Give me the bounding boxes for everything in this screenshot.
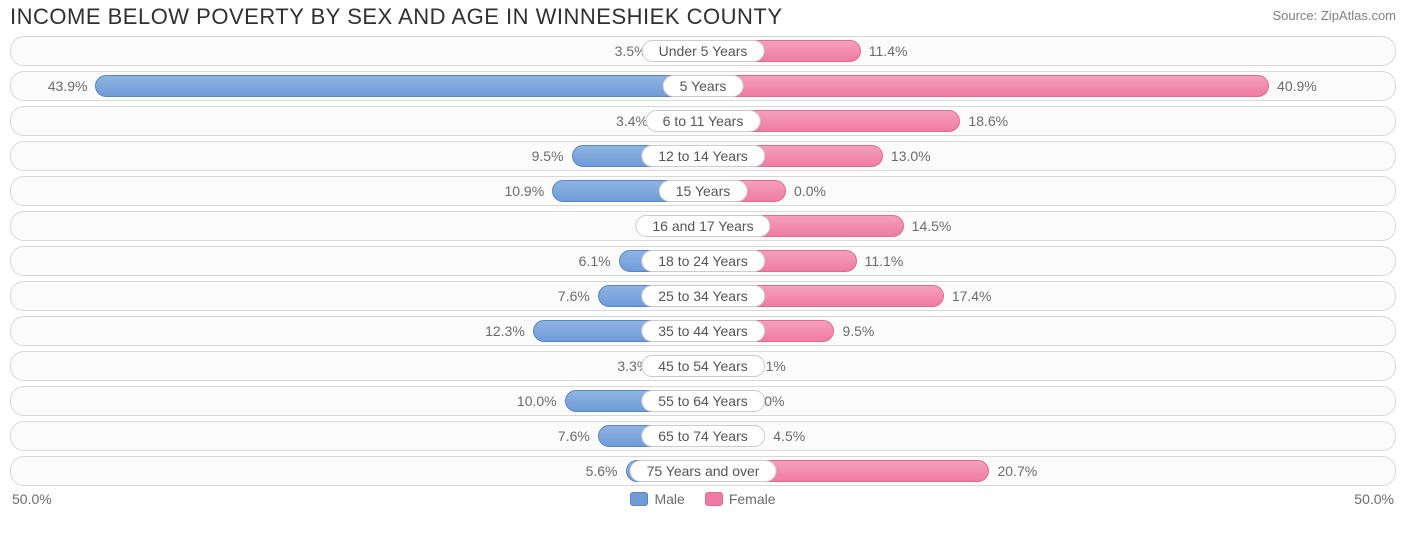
- male-value-label: 10.9%: [504, 183, 544, 199]
- female-value-label: 11.4%: [869, 43, 908, 59]
- male-value-label: 5.6%: [586, 463, 618, 479]
- female-value-label: 40.9%: [1277, 78, 1317, 94]
- axis-row: 50.0% Male Female 50.0%: [10, 491, 1396, 507]
- male-bar: [95, 75, 703, 97]
- female-value-label: 0.0%: [794, 183, 826, 199]
- legend-item-female: Female: [705, 491, 776, 507]
- chart-title: INCOME BELOW POVERTY BY SEX AND AGE IN W…: [10, 4, 783, 30]
- legend: Male Female: [630, 491, 775, 507]
- chart-row: 7.6% 17.4% 25 to 34 Years: [10, 281, 1396, 311]
- chart-row: 43.9% 40.9% 5 Years: [10, 71, 1396, 101]
- category-pill: 45 to 54 Years: [641, 355, 765, 377]
- chart-row: 3.4% 18.6% 6 to 11 Years: [10, 106, 1396, 136]
- female-value-label: 20.7%: [997, 463, 1037, 479]
- chart-row: 5.6% 20.7% 75 Years and over: [10, 456, 1396, 486]
- category-pill: 15 Years: [659, 180, 748, 202]
- category-pill: 6 to 11 Years: [646, 110, 761, 132]
- chart-row: 0.37%14.5%16 and 17 Years: [10, 211, 1396, 241]
- male-value-label: 9.5%: [532, 148, 564, 164]
- chart-row: 10.0%3.0%55 to 64 Years: [10, 386, 1396, 416]
- female-bar: [703, 75, 1269, 97]
- category-pill: 25 to 34 Years: [641, 285, 765, 307]
- chart-row: 10.9% 0.0% 15 Years: [10, 176, 1396, 206]
- male-value-label: 6.1%: [579, 253, 611, 269]
- chart-rows: 3.5%11.4%Under 5 Years43.9%40.9%5 Years3…: [10, 36, 1396, 486]
- female-value-label: 17.4%: [952, 288, 992, 304]
- female-value-label: 11.1%: [865, 253, 904, 269]
- chart-row: 9.5% 13.0% 12 to 14 Years: [10, 141, 1396, 171]
- female-value-label: 14.5%: [912, 218, 952, 234]
- male-value-label: 10.0%: [517, 393, 557, 409]
- male-value-label: 7.6%: [558, 428, 590, 444]
- female-value-label: 18.6%: [968, 113, 1008, 129]
- category-pill: 35 to 44 Years: [641, 320, 765, 342]
- legend-female-label: Female: [729, 491, 776, 507]
- axis-left-label: 50.0%: [12, 491, 52, 507]
- category-pill: 65 to 74 Years: [641, 425, 765, 447]
- chart-row: 7.6% 4.5% 65 to 74 Years: [10, 421, 1396, 451]
- axis-right-label: 50.0%: [1354, 491, 1394, 507]
- header: INCOME BELOW POVERTY BY SEX AND AGE IN W…: [10, 4, 1396, 30]
- male-value-label: 3.4%: [616, 113, 648, 129]
- legend-male-label: Male: [654, 491, 684, 507]
- male-value-label: 43.9%: [48, 78, 88, 94]
- female-value-label: 13.0%: [891, 148, 931, 164]
- female-swatch-icon: [705, 492, 723, 506]
- chart-row: 6.1% 11.1% 18 to 24 Years: [10, 246, 1396, 276]
- female-value-label: 4.5%: [773, 428, 805, 444]
- male-value-label: 7.6%: [558, 288, 590, 304]
- legend-item-male: Male: [630, 491, 684, 507]
- category-pill: 16 and 17 Years: [635, 215, 770, 237]
- male-swatch-icon: [630, 492, 648, 506]
- chart-row: 3.5%11.4%Under 5 Years: [10, 36, 1396, 66]
- source-label: Source: ZipAtlas.com: [1272, 8, 1396, 23]
- chart-row: 12.3% 9.5% 35 to 44 Years: [10, 316, 1396, 346]
- category-pill: 12 to 14 Years: [641, 145, 765, 167]
- category-pill: 5 Years: [663, 75, 744, 97]
- chart-row: 3.3%3.1%45 to 54 Years: [10, 351, 1396, 381]
- female-value-label: 9.5%: [842, 323, 874, 339]
- category-pill: 55 to 64 Years: [641, 390, 765, 412]
- category-pill: 75 Years and over: [630, 460, 777, 482]
- male-value-label: 12.3%: [485, 323, 525, 339]
- category-pill: 18 to 24 Years: [641, 250, 765, 272]
- category-pill: Under 5 Years: [642, 40, 765, 62]
